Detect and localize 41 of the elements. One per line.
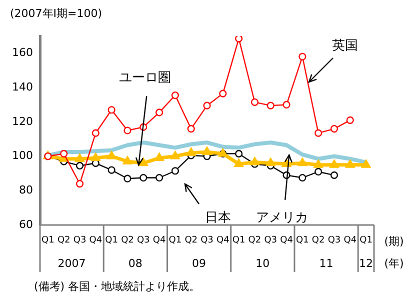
y-axis-title: (2007年Ⅰ期=100) bbox=[10, 6, 102, 20]
text: 09 bbox=[192, 256, 206, 270]
legend-label: 日本 bbox=[205, 210, 231, 226]
x-tick-label: Q1 bbox=[232, 236, 246, 246]
text: 08 bbox=[128, 256, 142, 270]
x-tick-label: Q4 bbox=[216, 236, 230, 246]
x-tick-label: Q3 bbox=[328, 236, 341, 246]
x-axis-title: (期) bbox=[384, 234, 404, 248]
text: 10 bbox=[256, 256, 270, 270]
text: (備考) 各国・地域統計より作成。 bbox=[34, 280, 200, 293]
x-tick-label: Q1 bbox=[360, 236, 372, 246]
x-tick-label: Q1 bbox=[168, 236, 182, 246]
text: 11 bbox=[319, 256, 334, 270]
x-tick-label: Q2 bbox=[121, 236, 134, 246]
x-tick-label: Q3 bbox=[264, 236, 278, 246]
text: ユーロ圏 bbox=[119, 70, 171, 86]
y-tick-label: 120 bbox=[12, 114, 33, 128]
y-tick-label: 160 bbox=[12, 46, 33, 60]
x-tick-label: Q1 bbox=[42, 236, 54, 246]
x-tick-label: Q2 bbox=[312, 236, 325, 246]
x-tick-label: Q2 bbox=[57, 236, 70, 246]
y-tick-label: 60 bbox=[19, 218, 33, 231]
x-tick-label: Q1 bbox=[105, 236, 118, 246]
y-tick-label: 100 bbox=[12, 149, 33, 162]
y-tick-label: 80 bbox=[19, 183, 33, 196]
text: (年) bbox=[384, 256, 404, 270]
x-tick-label: Q3 bbox=[200, 236, 214, 246]
text: 2007 bbox=[58, 256, 86, 270]
x-tick-label: Q1 bbox=[296, 236, 309, 246]
x-tick-label: Q3 bbox=[136, 236, 150, 246]
x-tick-label: Q4 bbox=[280, 236, 294, 246]
x-tick-label: Q2 bbox=[248, 236, 262, 246]
x-tick-label: Q4 bbox=[344, 236, 357, 246]
x-tick-label: Q2 bbox=[184, 236, 198, 246]
y-tick-label: 140 bbox=[12, 80, 33, 94]
text: 英国 bbox=[332, 38, 358, 54]
text: アメリカ bbox=[256, 210, 308, 226]
x-tick-label: Q4 bbox=[89, 236, 102, 246]
text: 12 bbox=[359, 256, 374, 270]
x-tick-label: Q3 bbox=[73, 236, 86, 246]
x-tick-label: Q4 bbox=[152, 236, 166, 246]
